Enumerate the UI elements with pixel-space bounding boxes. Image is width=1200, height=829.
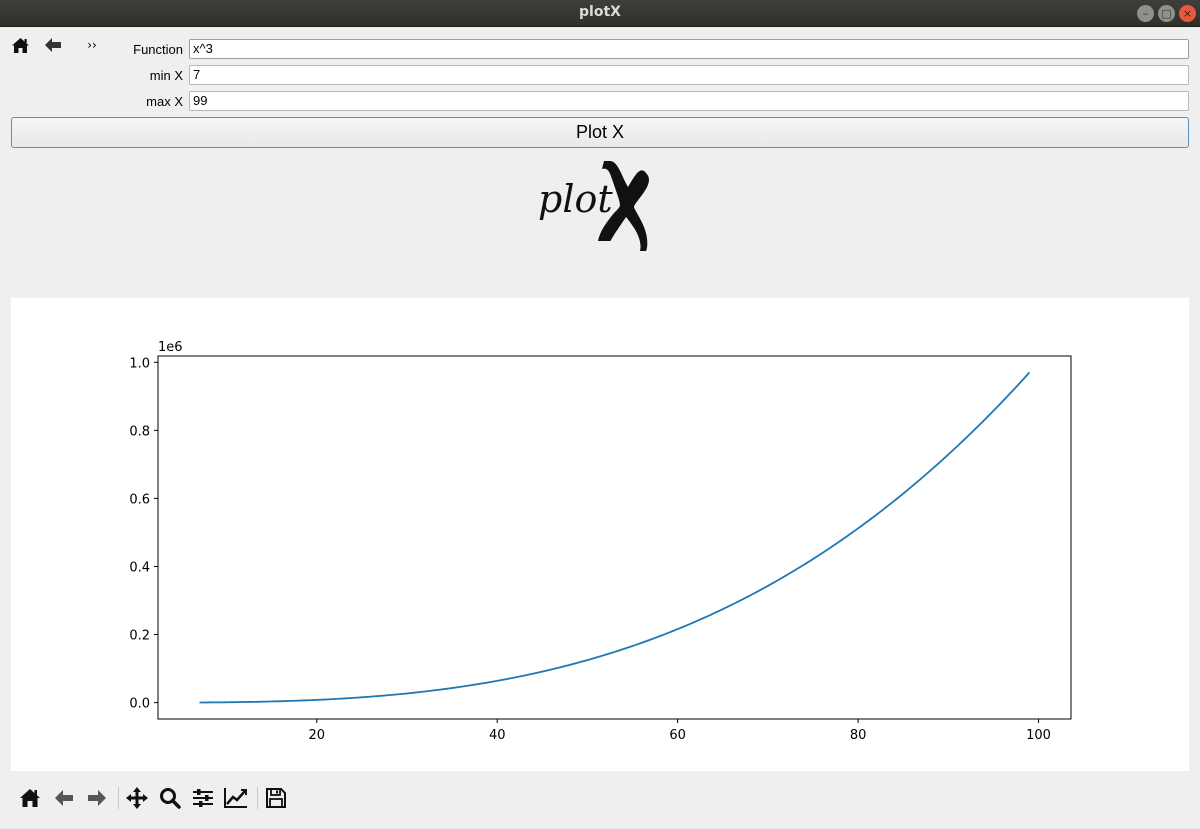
back-arrow-icon[interactable] [42,34,64,56]
back-arrow-icon[interactable] [52,786,76,810]
min-x-input[interactable]: 7 [189,65,1189,85]
edit-axis-icon[interactable] [224,786,248,810]
window-title-bar: plotX – □ × [0,0,1200,27]
logo-text: plot [538,177,613,221]
x-tick-label: 40 [489,728,506,743]
pan-icon[interactable] [125,786,149,810]
y-offset-label: 1e6 [158,340,183,355]
configure-subplots-icon[interactable] [191,786,215,810]
save-icon[interactable] [264,786,288,810]
y-tick-label: 0.4 [129,560,150,575]
zoom-icon[interactable] [158,786,182,810]
maximize-button[interactable]: □ [1158,5,1175,22]
x-tick-label: 60 [669,728,686,743]
max-x-label: max X [146,94,183,109]
toolbar-separator [257,787,258,809]
series-line [199,371,1031,704]
home-icon[interactable] [9,34,31,56]
max-x-input[interactable]: 99 [189,91,1189,111]
function-label: Function [133,42,183,57]
toolbar-separator [118,787,119,809]
close-button[interactable]: × [1179,5,1196,22]
min-x-label: min X [149,68,183,83]
minimize-button[interactable]: – [1137,5,1154,22]
plot-button[interactable]: Plot X [11,117,1189,148]
chart-svg: 20 40 60 80 100 0.0 0.2 0.4 0.6 0.8 1.0 1e6 [129,340,1072,743]
home-icon[interactable] [18,786,42,810]
y-tick-label: 0.0 [129,697,150,712]
plotx-logo: plot [530,155,680,255]
window-title: plotX [579,4,621,20]
plot-canvas[interactable]: 20 40 60 80 100 0.0 0.2 0.4 0.6 0.8 1.0 1e6 [11,298,1189,771]
toolbar-overflow-button[interactable]: ›› [87,38,97,52]
function-input[interactable]: x^3 [189,39,1189,59]
x-tick-label: 20 [309,728,326,743]
plot-frame [157,355,1072,720]
x-tick-label: 80 [850,728,867,743]
y-tick-label: 0.8 [129,424,150,439]
y-tick-label: 1.0 [129,356,150,371]
forward-arrow-icon[interactable] [85,786,109,810]
y-tick-label: 0.6 [129,492,150,507]
y-tick-label: 0.2 [129,629,150,644]
x-tick-label: 100 [1026,728,1051,743]
